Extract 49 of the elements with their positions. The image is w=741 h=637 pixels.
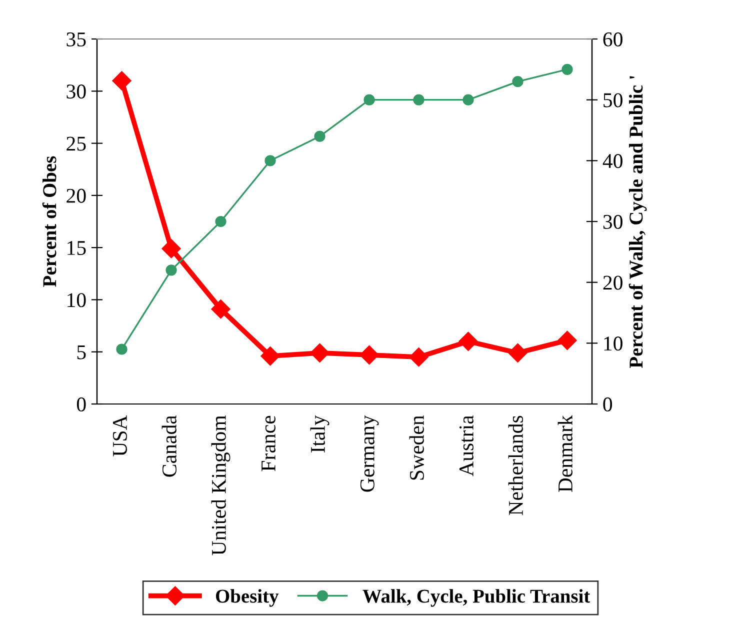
y-tick-label: 25 [66,136,86,151]
y-tick-label: 0 [76,397,86,412]
x-tick-label: Canada [162,415,176,477]
point [508,343,528,362]
legend-label: Walk, Cycle, Public Transit [362,589,590,607]
y2-tick-label: 40 [602,154,622,168]
point [264,155,276,166]
x-tick-label: Austria [459,415,474,476]
point [260,346,280,366]
y2-tick-label: 30 [603,214,622,229]
x-tick-label: France [262,416,276,472]
point [116,344,128,355]
point [409,348,428,367]
point [314,130,326,142]
point [562,64,573,75]
point [215,216,226,228]
point [112,71,132,90]
point [360,345,379,365]
x-tick-label: Germany [360,415,379,492]
y2-axis-title: Percent of Walk, Cycle and Public ' [628,76,647,368]
point [413,94,424,106]
y-tick-label: 20 [66,188,86,203]
legend-label: Obesity [216,589,279,607]
point [512,76,524,88]
point [458,332,478,351]
x-tick-label: Sweden [409,415,424,480]
y2-tick-label: 0 [603,397,612,412]
y2-tick-label: 20 [603,276,622,290]
y-tick-label: 10 [68,293,86,308]
point [558,330,577,350]
y-tick-label: 35 [66,32,86,46]
x-tick-label: Netherlands [508,416,523,516]
y2-tick-label: 60 [603,32,622,46]
point [166,264,177,276]
y-tick-label: 5 [77,345,86,360]
point [462,94,474,106]
y-tick-label: 15 [68,241,86,256]
y2-tick-label: 50 [604,93,622,108]
x-tick-label: Denmark [558,415,572,492]
y-axis-title: Percent of Obes [42,156,56,287]
point [310,343,330,362]
x-tick-label: United Kingdom [211,415,230,556]
x-tick-label: Italy [310,415,330,453]
y-tick-label: 30 [66,84,86,99]
point [211,300,230,319]
point [364,94,375,106]
point [162,239,181,258]
y2-tick-label: 10 [604,336,622,351]
x-tick-label: USA [112,415,127,456]
